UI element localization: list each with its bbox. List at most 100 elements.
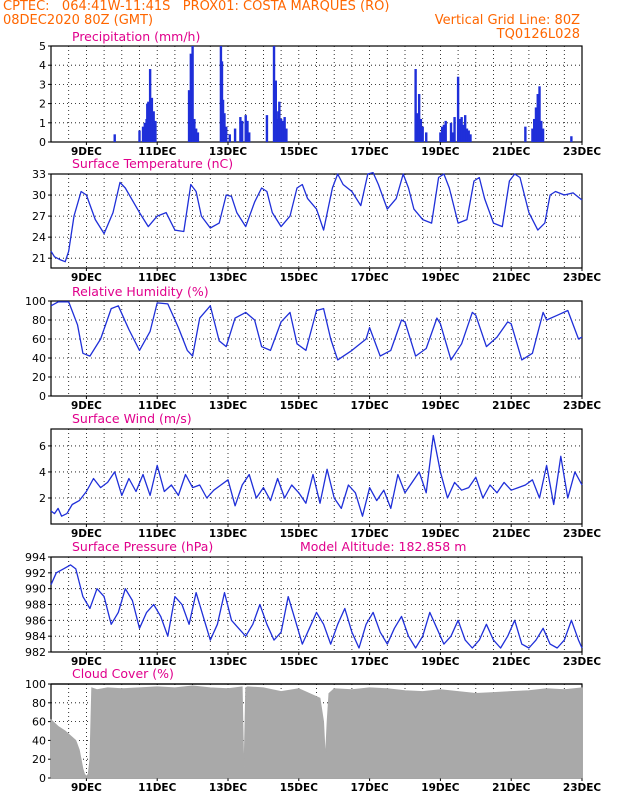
wind-xtick-label: 23DEC (563, 528, 602, 540)
precip-ytick-label: 0 (39, 136, 46, 149)
precip-bar (244, 115, 247, 142)
temp-xtick-label: 19DEC (421, 272, 460, 284)
cloud-ytick-label: 0 (39, 772, 46, 785)
temp-xtick-label: 17DEC (350, 272, 389, 284)
precip-xtick-label: 23DEC (563, 146, 602, 158)
cloud-xtick-label: 17DEC (350, 782, 389, 794)
precip-bar (274, 80, 277, 142)
temp-ytick-label: 24 (32, 231, 46, 244)
rh-xtick-label: 21DEC (492, 400, 531, 412)
precip-bar (419, 118, 423, 142)
wind-xtick-label: 11DEC (138, 528, 177, 540)
model-id: TQ0126L028 (496, 27, 580, 42)
precip-bar (187, 90, 191, 142)
pres-xtick-label: 11DEC (138, 656, 177, 668)
cloud-title: Cloud Cover (%) (72, 666, 174, 681)
station-title: CPTEC: 064:41W-11:41S PROX01: COSTA MARQ… (3, 0, 390, 14)
precip-bar (531, 128, 534, 142)
precip-bar (228, 134, 231, 142)
precip-bar (462, 124, 465, 142)
rh-xtick-label: 11DEC (138, 400, 177, 412)
rh-ytick-label: 60 (32, 333, 46, 346)
precip-bar (239, 117, 242, 142)
pres-xtick-label: 13DEC (209, 656, 248, 668)
precip-ytick-label: 4 (39, 59, 46, 72)
cloud-ytick-label: 20 (32, 753, 46, 766)
temp-ytick-label: 33 (32, 168, 46, 181)
precip-bar (538, 86, 541, 142)
precip-bar (221, 99, 225, 142)
wind-xtick-label: 21DEC (492, 528, 531, 540)
pres-ytick-label: 988 (25, 599, 46, 612)
precip-bar (451, 132, 454, 142)
pres-series-line (50, 564, 583, 649)
precip-xtick-label: 17DEC (350, 146, 389, 158)
rh-ytick-label: 20 (32, 371, 46, 384)
temp-xtick-label: 23DEC (563, 272, 602, 284)
precip-bar (533, 118, 536, 142)
pres-xtick-label: 9DEC (71, 656, 102, 668)
precip-bar (442, 124, 446, 142)
precip-xtick-label: 13DEC (209, 146, 248, 158)
pres-title: Surface Pressure (hPa) (72, 539, 213, 554)
cloud-xtick-label: 21DEC (492, 782, 531, 794)
precip-xtick-label: 15DEC (280, 146, 319, 158)
precip-bar (154, 120, 157, 142)
pres-annotation: Model Altitude: 182.858 m (300, 539, 466, 554)
pres-ytick-label: 984 (25, 630, 46, 643)
precip-bar (449, 122, 453, 142)
wind-xtick-label: 9DEC (71, 528, 102, 540)
temp-xtick-label: 9DEC (71, 272, 102, 284)
chart-header: CPTEC: 064:41W-11:41S PROX01: COSTA MARQ… (0, 0, 618, 44)
precip-bar (233, 128, 237, 142)
precip-xtick-label: 11DEC (138, 146, 177, 158)
cloud-ytick-label: 40 (32, 734, 46, 747)
pres-xtick-label: 19DEC (421, 656, 460, 668)
cloud-xtick-label: 23DEC (563, 782, 602, 794)
precip-bar (285, 128, 288, 142)
wind-ytick-label: 4 (39, 466, 46, 479)
precip-bar (440, 126, 444, 142)
precip-bar (223, 113, 226, 142)
precip-bar (193, 118, 196, 142)
temp-xtick-label: 15DEC (280, 272, 319, 284)
pres-ytick-label: 992 (25, 567, 46, 580)
temp-xtick-label: 21DEC (492, 272, 531, 284)
precip-bar (456, 76, 460, 142)
precip-bar (467, 130, 470, 142)
pres-ytick-label: 990 (25, 583, 46, 596)
pres-xtick-label: 15DEC (280, 656, 319, 668)
cloud-ytick-label: 80 (32, 697, 46, 710)
wind-title: Surface Wind (m/s) (72, 411, 192, 426)
precip-xtick-label: 19DEC (421, 146, 460, 158)
temp-xtick-label: 13DEC (209, 272, 248, 284)
precip-bar (283, 117, 286, 142)
precip-bar (225, 126, 228, 142)
cloud-area (50, 685, 583, 779)
precip-bar (536, 94, 539, 142)
precip-bar (147, 101, 150, 142)
precip-bar (265, 115, 269, 142)
cloud-xtick-label: 15DEC (280, 782, 319, 794)
precip-bar (421, 126, 424, 142)
cloud-ytick-label: 60 (32, 716, 46, 729)
pres-xtick-label: 23DEC (563, 656, 602, 668)
wind-xtick-label: 13DEC (209, 528, 248, 540)
wind-ytick-label: 2 (39, 492, 46, 505)
precip-bar (194, 128, 198, 142)
precip-bar (138, 130, 141, 142)
precip-bar (141, 126, 145, 142)
precip-ytick-label: 5 (39, 40, 46, 53)
temp-ytick-label: 21 (32, 252, 46, 265)
rh-ytick-label: 80 (32, 314, 46, 327)
precip-bar (469, 134, 472, 142)
precip-bar (460, 117, 463, 142)
precip-bar (113, 134, 116, 142)
precip-xtick-label: 21DEC (492, 146, 531, 158)
precip-bar (570, 136, 573, 142)
rh-xtick-label: 19DEC (421, 400, 460, 412)
precip-bar (453, 117, 456, 142)
precip-bar (444, 120, 447, 142)
precip-ytick-label: 3 (39, 78, 46, 91)
